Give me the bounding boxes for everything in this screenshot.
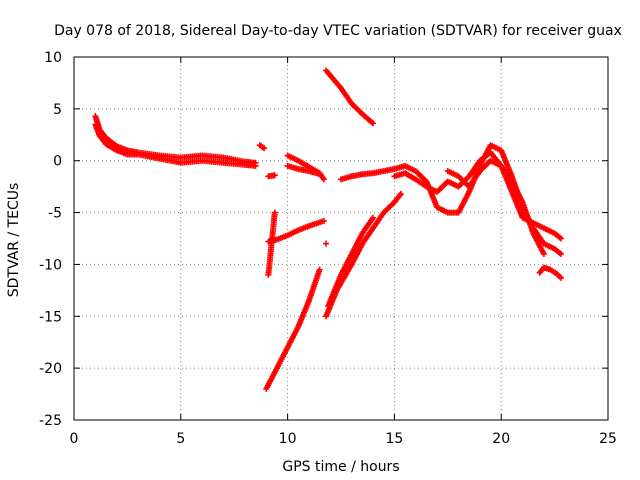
data-point [540,251,547,258]
y-tick-label: 5 [53,102,62,118]
data-point [271,209,278,216]
data-point [271,172,278,179]
data-point [558,251,565,258]
y-tick-label: -25 [39,413,62,429]
x-tick-label: 5 [176,431,185,447]
x-axis-label: GPS time / hours [282,459,399,475]
y-tick-label: -20 [39,361,62,377]
data-point [323,240,330,247]
data-point [370,214,377,221]
x-tick-label: 0 [70,431,79,447]
data-point [558,235,565,242]
tick-marks [73,56,609,421]
y-tick-labels: -25 -20 -15 -10 -5 0 5 10 [39,50,62,429]
data-point [316,266,323,273]
grid-lines [74,57,608,420]
data-point [397,190,404,197]
y-tick-label: -15 [39,309,62,325]
y-tick-label: 0 [53,154,62,170]
data-points [92,67,565,392]
x-tick-label: 20 [492,431,510,447]
y-axis-label: SDTVAR / TECUs [6,183,22,298]
data-point [558,274,565,281]
x-tick-labels: 0 5 10 15 20 25 [70,431,617,447]
data-point [370,120,377,127]
data-point [320,217,327,224]
data-point [320,176,327,183]
x-tick-label: 25 [599,431,617,447]
y-tick-label: -10 [39,257,62,273]
y-tick-label: 10 [44,50,62,66]
y-tick-label: -5 [48,206,62,222]
data-point [316,171,323,178]
x-tick-label: 15 [385,431,403,447]
data-point [261,145,268,152]
x-tick-label: 10 [279,431,297,447]
plot-frame [73,56,609,421]
data-point [252,162,259,169]
chart-title: Day 078 of 2018, Sidereal Day-to-day VTE… [54,23,622,39]
